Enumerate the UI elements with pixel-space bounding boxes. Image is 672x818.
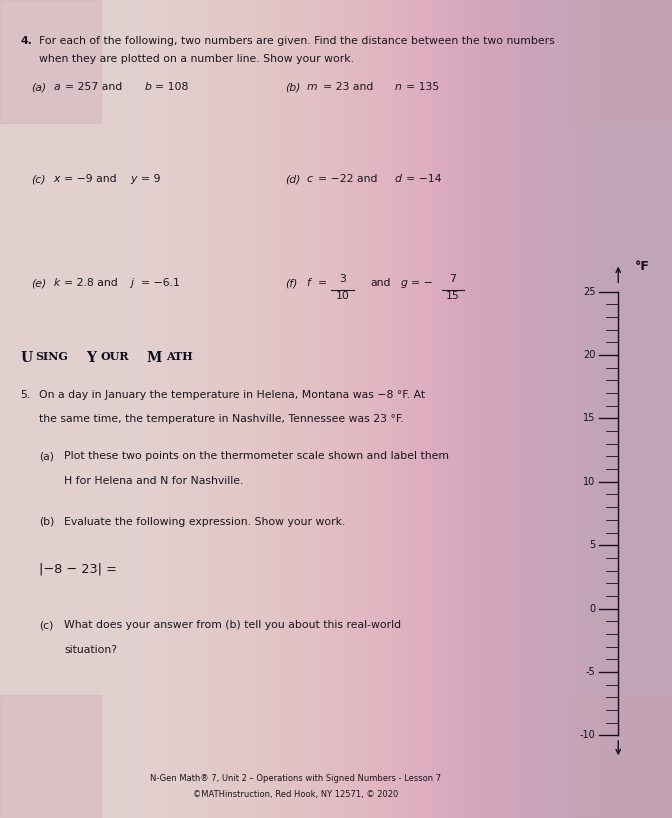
Text: =: = [318, 278, 327, 288]
Text: (b): (b) [285, 83, 300, 92]
Text: the same time, the temperature in Nashville, Tennessee was 23 °F.: the same time, the temperature in Nashvi… [40, 415, 404, 425]
Text: (f): (f) [285, 278, 297, 288]
Text: OUR: OUR [100, 352, 128, 362]
Text: k: k [53, 278, 60, 288]
Text: y: y [130, 174, 136, 185]
Text: j: j [130, 278, 133, 288]
Text: 0: 0 [589, 604, 595, 614]
Text: and: and [370, 278, 390, 288]
Text: Plot these two points on the thermometer scale shown and label them: Plot these two points on the thermometer… [65, 452, 450, 461]
Text: = 135: = 135 [406, 83, 439, 92]
Text: 5.: 5. [20, 390, 30, 400]
Text: f: f [306, 278, 310, 288]
Bar [571, 695, 672, 818]
Text: 10: 10 [335, 291, 349, 301]
Text: = −22 and: = −22 and [318, 174, 377, 185]
Text: x: x [53, 174, 60, 185]
Text: (c): (c) [31, 174, 46, 185]
Text: 5: 5 [589, 540, 595, 551]
Text: g: g [401, 278, 407, 288]
Text: 20: 20 [583, 350, 595, 360]
Text: = −14: = −14 [406, 174, 442, 185]
Text: -5: -5 [585, 667, 595, 677]
Text: 10: 10 [583, 477, 595, 487]
Text: U: U [20, 352, 32, 366]
Text: c: c [306, 174, 312, 185]
Text: -10: -10 [580, 730, 595, 740]
Text: 25: 25 [583, 286, 595, 297]
Text: when they are plotted on a number line. Show your work.: when they are plotted on a number line. … [40, 54, 354, 64]
Text: (b): (b) [40, 517, 55, 527]
Bar [0, 0, 101, 123]
Text: ©MATHinstruction, Red Hook, NY 12571, © 2020: ©MATHinstruction, Red Hook, NY 12571, © … [193, 789, 398, 798]
Text: M: M [147, 352, 162, 366]
Text: 15: 15 [446, 291, 460, 301]
Text: (e): (e) [31, 278, 46, 288]
Text: For each of the following, two numbers are given. Find the distance between the : For each of the following, two numbers a… [40, 36, 555, 46]
Text: (c): (c) [40, 620, 54, 631]
Text: 15: 15 [583, 413, 595, 424]
Text: a: a [53, 83, 60, 92]
Text: SING: SING [36, 352, 69, 362]
Text: 4.: 4. [20, 36, 32, 46]
Text: H for Helena and N for Nashville.: H for Helena and N for Nashville. [65, 476, 244, 486]
Text: What does your answer from (b) tell you about this real-world: What does your answer from (b) tell you … [65, 620, 401, 631]
Text: ATH: ATH [166, 352, 193, 362]
Text: b: b [144, 83, 151, 92]
Text: Evaluate the following expression. Show your work.: Evaluate the following expression. Show … [65, 517, 345, 527]
Text: (d): (d) [285, 174, 300, 185]
Text: = −9 and: = −9 and [65, 174, 117, 185]
Text: = −6.1: = −6.1 [141, 278, 180, 288]
Text: = 2.8 and: = 2.8 and [65, 278, 118, 288]
Text: = −: = − [411, 278, 433, 288]
Text: = 23 and: = 23 and [323, 83, 374, 92]
Bar [571, 0, 672, 123]
Text: n: n [395, 83, 402, 92]
Text: d: d [395, 174, 402, 185]
Text: (a): (a) [40, 452, 54, 461]
Text: = 9: = 9 [141, 174, 161, 185]
Text: = 108: = 108 [155, 83, 189, 92]
Text: |−8 − 23| =: |−8 − 23| = [40, 563, 118, 576]
Text: 3: 3 [339, 275, 346, 285]
Text: (a): (a) [31, 83, 46, 92]
Bar [0, 695, 101, 818]
Text: = 257 and: = 257 and [65, 83, 122, 92]
Text: °F: °F [635, 260, 650, 273]
Text: On a day in January the temperature in Helena, Montana was −8 °F. At: On a day in January the temperature in H… [40, 390, 425, 400]
Text: N-Gen Math® 7, Unit 2 – Operations with Signed Numbers - Lesson 7: N-Gen Math® 7, Unit 2 – Operations with … [150, 774, 442, 784]
Text: m: m [306, 83, 317, 92]
Text: Y: Y [86, 352, 96, 366]
Text: 7: 7 [450, 275, 456, 285]
Text: situation?: situation? [65, 645, 117, 655]
